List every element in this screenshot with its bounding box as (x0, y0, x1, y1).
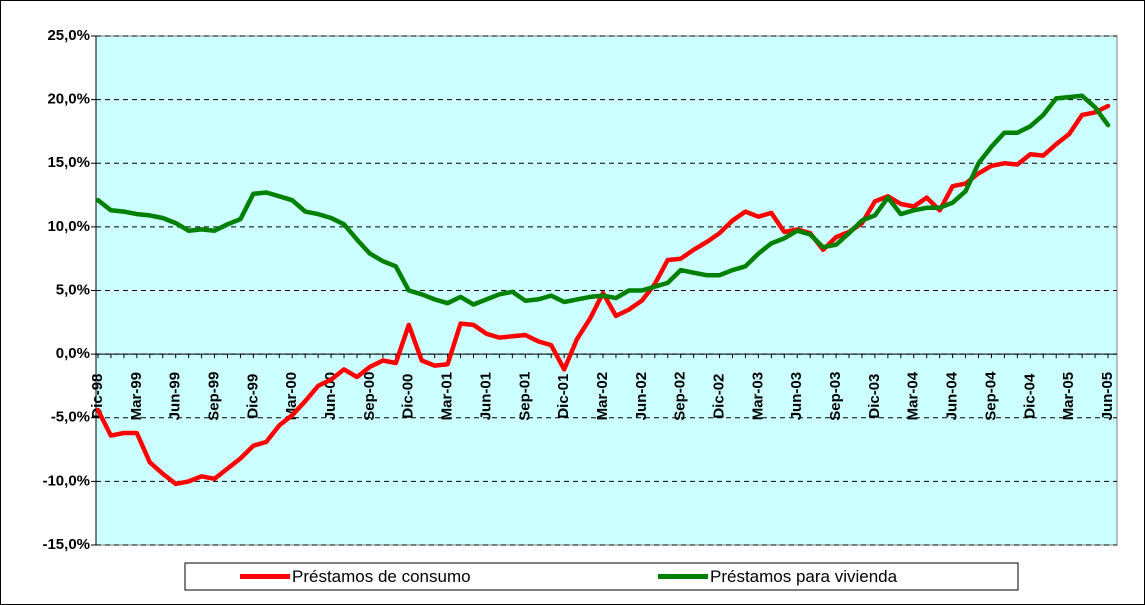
x-tick-label: Dic-03 (866, 374, 883, 419)
y-tick-label: 10,0% (47, 218, 90, 235)
x-tick-label: Dic-04 (1021, 373, 1038, 419)
series-line (95, 93, 1111, 307)
x-tick-label: Mar-05 (1060, 372, 1077, 420)
legend-box (184, 562, 1019, 591)
y-tick-label: -15,0% (42, 536, 90, 553)
x-tick-label: Jun-04 (944, 371, 961, 420)
y-tick-label: -5,0% (51, 409, 90, 426)
x-tick-label: Sep-01 (516, 372, 533, 421)
y-tick-label: 0,0% (56, 345, 90, 362)
y-tick-label: 25,0% (47, 27, 90, 44)
x-tick-label: Sep-04 (982, 371, 999, 421)
x-tick-label: Mar-02 (594, 372, 611, 420)
y-tick-label: -10,0% (42, 472, 90, 489)
legend-label: Préstamos para vivienda (710, 567, 898, 586)
x-tick-label: Dic-02 (711, 374, 728, 419)
x-tick-label: Sep-02 (672, 372, 689, 421)
series-line (95, 103, 1111, 487)
x-tick-label: Dic-01 (555, 374, 572, 419)
x-tick-label: Sep-03 (827, 372, 844, 421)
x-tick-label: Dic-98 (89, 374, 106, 419)
x-tick-label: Jun-01 (477, 372, 494, 420)
y-tick-label: 15,0% (47, 154, 90, 171)
x-tick-label: Mar-04 (905, 371, 922, 420)
y-tick-label: 20,0% (47, 91, 90, 108)
x-tick-label: Sep-00 (361, 372, 378, 421)
x-tick-label: Mar-99 (128, 372, 145, 420)
x-tick-label: Mar-01 (439, 372, 456, 420)
x-tick-label: Jun-99 (167, 372, 184, 420)
x-tick-label: Mar-03 (749, 372, 766, 420)
x-tick-label: Dic-99 (244, 374, 261, 419)
x-tick-label: Jun-05 (1099, 372, 1116, 420)
x-tick-label: Sep-99 (206, 372, 223, 421)
x-tick-label: Jun-03 (788, 372, 805, 420)
legend-label: Préstamos de consumo (292, 567, 471, 586)
y-tick-label: 5,0% (56, 281, 90, 298)
x-tick-label: Dic-00 (400, 374, 417, 419)
x-tick-label: Jun-02 (633, 372, 650, 420)
